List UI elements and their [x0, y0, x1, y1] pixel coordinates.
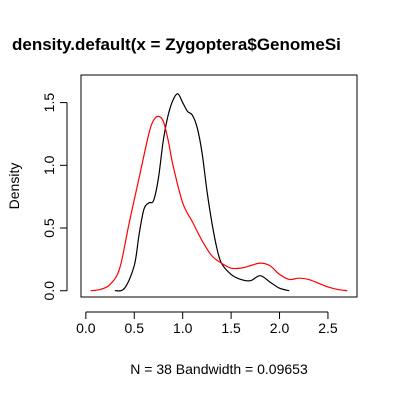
x-tick-label: 0.0: [76, 320, 96, 336]
x-axis-label: N = 38 Bandwidth = 0.09653: [130, 361, 308, 377]
y-tick-label: 0.5: [41, 218, 57, 238]
x-axis: 0.0 0.5 1.0 1.5 2.0 2.5: [76, 311, 338, 336]
x-tick-label: 1.5: [221, 320, 241, 336]
y-axis-label: Density: [6, 163, 22, 210]
y-tick-label: 1.5: [41, 93, 57, 113]
x-tick-label: 0.5: [125, 320, 145, 336]
y-axis: 0.0 0.5 1.0 1.5: [41, 93, 68, 301]
series-layer: [90, 93, 348, 292]
x-tick-label: 2.5: [318, 320, 338, 336]
x-tick-label: 1.0: [173, 320, 193, 336]
x-tick-label: 2.0: [270, 320, 290, 336]
density-curve-1: [114, 93, 290, 292]
density-curve-2: [90, 115, 348, 292]
y-tick-label: 1.0: [41, 155, 57, 175]
y-tick-label: 0.0: [41, 281, 57, 301]
chart-title: density.default(x = Zygoptera$GenomeSi: [12, 35, 341, 54]
plot-frame: [80, 74, 358, 298]
